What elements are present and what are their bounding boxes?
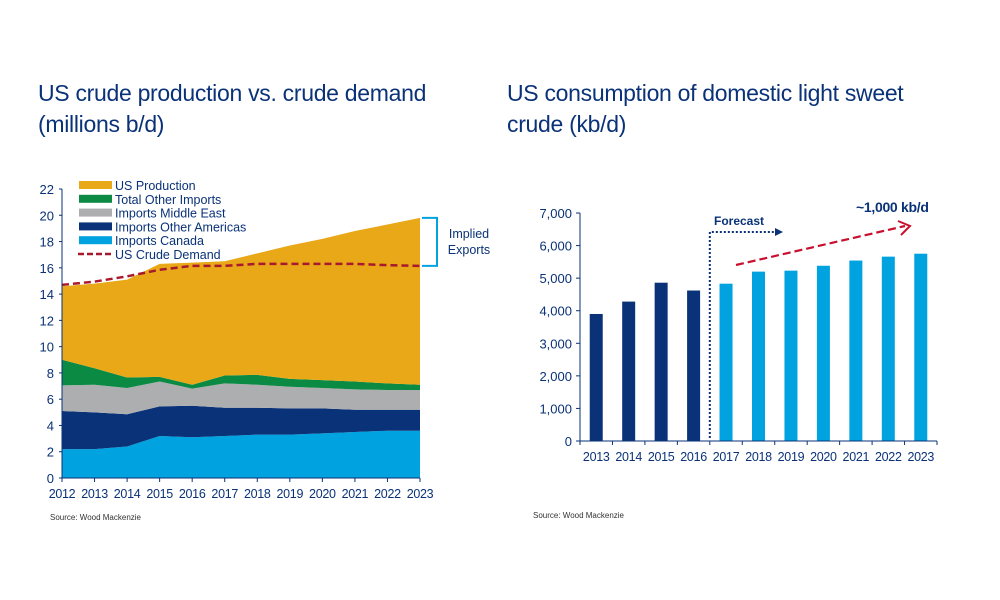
y-tick-label: 12 (40, 313, 54, 328)
y-tick-label: 6,000 (539, 239, 572, 254)
x-tick-label: 2013 (81, 487, 108, 501)
bar-2017 (719, 283, 733, 441)
y-tick-label: 3,000 (539, 336, 572, 351)
area-total-other-imports (62, 359, 420, 390)
y-tick-label: 7,000 (539, 206, 572, 221)
x-tick-label: 2019 (277, 487, 304, 501)
x-tick-label: 2022 (374, 487, 401, 501)
x-tick-label: 2023 (407, 487, 434, 501)
annotation-exports: Exports (448, 243, 490, 257)
x-tick-label: 2015 (146, 487, 173, 501)
right-source: Source: Wood Mackenzie (533, 511, 625, 520)
x-tick-label: 2021 (342, 487, 369, 501)
x-tick-label: 2013 (583, 450, 610, 464)
x-tick-label: 2014 (615, 450, 642, 464)
legend-swatch (79, 222, 112, 231)
x-tick-label: 2017 (211, 487, 238, 501)
trend-arrow (735, 224, 906, 267)
bar-2021 (849, 260, 863, 441)
y-tick-label: 5,000 (539, 271, 572, 286)
legend-label: Total Other Imports (115, 193, 221, 207)
x-tick-label: 2020 (309, 487, 336, 501)
x-tick-label: 2020 (810, 450, 837, 464)
x-tick-label: 2017 (713, 450, 740, 464)
bar-2023 (914, 253, 928, 441)
bar-2014 (622, 301, 636, 441)
bar-2019 (784, 270, 798, 441)
x-tick-label: 2014 (114, 487, 141, 501)
y-tick-label: 8 (47, 366, 54, 381)
bar-2016 (687, 290, 701, 441)
forecast-arrow-head (775, 228, 783, 236)
y-tick-label: 20 (40, 208, 54, 223)
line-us-crude-demand (61, 262, 421, 287)
bar-2015 (654, 282, 668, 441)
y-tick-label: 2 (47, 445, 54, 460)
x-tick-label: 2018 (745, 450, 772, 464)
implied-exports-bracket (422, 216, 438, 267)
legend-swatch (79, 208, 112, 217)
y-tick-label: 1,000 (539, 401, 572, 416)
legend-label: Imports Other Americas (115, 220, 246, 234)
y-tick-label: 10 (40, 340, 54, 355)
bar-2013 (589, 313, 603, 441)
annotation-implied: Implied (449, 227, 489, 241)
x-tick-label: 2012 (49, 487, 76, 501)
trend-arrow-head (897, 220, 912, 236)
x-tick-label: 2016 (179, 487, 206, 501)
legend-swatch (79, 236, 112, 245)
right-chart-title: US consumption of domestic light sweet c… (507, 80, 904, 137)
legend-label: Imports Canada (115, 234, 204, 248)
left-chart-title: US crude production vs. crude demand (mi… (38, 80, 427, 137)
x-tick-label: 2019 (778, 450, 805, 464)
legend-label: US Production (115, 179, 196, 193)
y-tick-label: 0 (565, 434, 572, 449)
y-tick-label: 18 (40, 235, 54, 250)
bar-2018 (752, 271, 765, 441)
area-imports-middle-east (62, 381, 420, 415)
bar-2020 (816, 265, 830, 441)
left-source: Source: Wood Mackenzie (50, 513, 142, 522)
legend-swatch (79, 194, 112, 203)
legend-label: Imports Middle East (115, 207, 226, 221)
x-tick-label: 2018 (244, 487, 271, 501)
area-imports-canada (62, 430, 420, 478)
y-tick-label: 0 (47, 471, 54, 486)
y-tick-label: 2,000 (539, 369, 572, 384)
forecast-divider (708, 231, 775, 438)
x-tick-label: 2021 (843, 450, 870, 464)
bar-2022 (881, 256, 895, 441)
y-tick-label: 22 (40, 182, 54, 197)
y-tick-label: 4 (47, 418, 54, 433)
area-imports-other-americas (62, 405, 420, 450)
x-tick-label: 2015 (648, 450, 675, 464)
trend-label: ~1,000 kb/d (856, 199, 929, 215)
forecast-label: Forecast (714, 214, 764, 228)
y-tick-label: 16 (40, 261, 54, 276)
y-tick-label: 4,000 (539, 304, 572, 319)
legend-label: US Crude Demand (115, 248, 221, 262)
area-us-production (62, 217, 420, 385)
x-tick-label: 2022 (875, 450, 902, 464)
legend-swatch (79, 181, 112, 189)
y-tick-label: 14 (40, 287, 54, 302)
x-tick-label: 2016 (680, 450, 707, 464)
x-tick-label: 2023 (907, 450, 934, 464)
y-tick-label: 6 (47, 392, 54, 407)
